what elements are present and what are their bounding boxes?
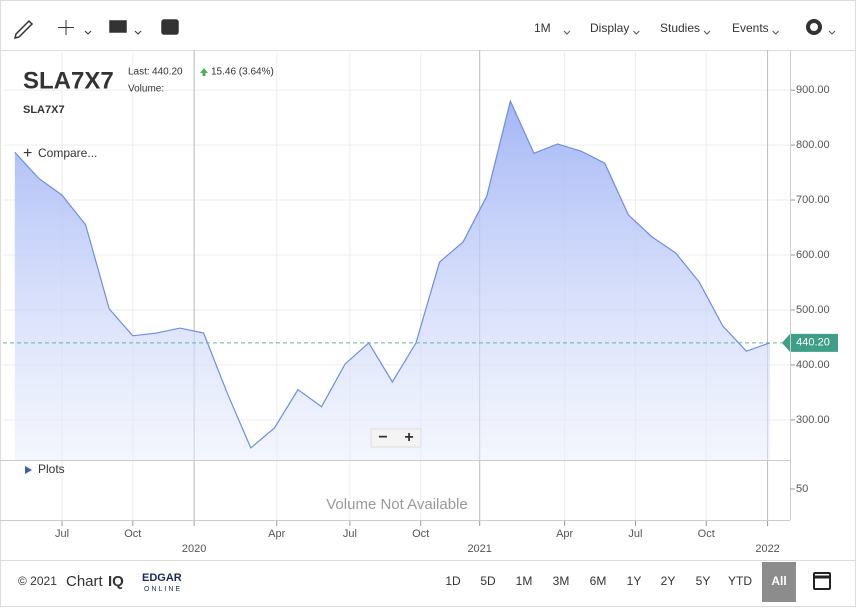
chevrons — [84, 30, 142, 35]
last-label: Last: — [128, 67, 150, 78]
x-tick-label: 2021 — [467, 543, 491, 555]
x-tick-label: Apr — [556, 528, 573, 540]
chevron — [772, 30, 780, 35]
menu[interactable]: Studies — [660, 21, 700, 35]
y-tick-label: 500.00 — [796, 304, 830, 316]
area — [14, 101, 770, 460]
x-tick-label: Jul — [55, 528, 69, 540]
range-button[interactable]: All — [771, 574, 786, 588]
online: ONLINE — [144, 586, 182, 593]
range-button[interactable]: 5Y — [696, 574, 711, 588]
price-line — [14, 99, 771, 449]
subtitle: SLA7X7 — [23, 104, 65, 116]
up-arrow — [200, 68, 208, 76]
plots[interactable]: Plots — [38, 462, 65, 476]
chevron — [828, 30, 836, 35]
settings-icon[interactable] — [806, 19, 823, 35]
chevron — [703, 30, 711, 35]
x-tick-label: Jul — [343, 528, 357, 540]
x-tick-label: Oct — [412, 528, 429, 540]
copyright: © 2021 — [18, 574, 57, 588]
volume-label: Volume: — [128, 84, 164, 95]
brand: Chart — [66, 573, 104, 590]
range-button[interactable]: 3M — [553, 574, 570, 588]
y-tick-label: 700.00 — [796, 194, 830, 206]
brand-iq: IQ — [108, 573, 124, 590]
range-button[interactable]: YTD — [728, 574, 752, 588]
x-tick-label: Apr — [268, 528, 285, 540]
zoom-in[interactable]: + — [404, 429, 413, 446]
toolbar-icons — [13, 19, 823, 40]
last-value: 440.20 — [152, 67, 183, 78]
edgar: EDGAR — [142, 572, 182, 584]
range-button[interactable]: 1D — [445, 574, 461, 588]
price-tag-label: 440.20 — [796, 337, 830, 349]
y-tick-label: 400.00 — [796, 359, 830, 371]
x-tick-label: 2022 — [755, 543, 779, 555]
comments-icon[interactable] — [109, 20, 127, 33]
x-tick-label: 2020 — [182, 543, 206, 555]
range-button[interactable]: 5D — [480, 574, 496, 588]
chevron — [563, 30, 571, 35]
x-tick-label: Oct — [124, 528, 141, 540]
compare[interactable]: Compare... — [38, 146, 97, 160]
menu[interactable]: Display — [590, 21, 629, 35]
zoom-controls: − + — [370, 428, 422, 448]
range-button[interactable]: 2Y — [661, 574, 676, 588]
range-active — [762, 562, 796, 602]
calendar-icon[interactable] — [813, 572, 831, 590]
y-tick-label: 900.00 — [796, 84, 830, 96]
range-button[interactable]: 1M — [516, 574, 533, 588]
period[interactable]: 1M — [534, 21, 551, 35]
compare-plus[interactable]: + — [23, 145, 32, 162]
zoom-out[interactable]: − — [378, 429, 387, 446]
crosshair-icon[interactable] — [58, 20, 74, 35]
x-tick-label: Jul — [628, 528, 642, 540]
chevron — [633, 30, 640, 35]
draw-icon[interactable] — [13, 19, 34, 40]
volume-message: Volume Not Available — [326, 496, 467, 513]
y-tick-label: 300.00 — [796, 414, 830, 426]
price-tag — [782, 333, 838, 352]
symbol: SLA7X7 — [23, 67, 114, 94]
change: 15.46 (3.64%) — [211, 67, 274, 78]
volume-tick-label: 50 — [796, 483, 808, 495]
table-icon[interactable] — [161, 19, 179, 35]
range-button[interactable]: 6M — [590, 574, 607, 588]
menu[interactable]: Events — [732, 21, 769, 35]
plots-toggle[interactable] — [25, 466, 32, 474]
y-tick-label: 800.00 — [796, 139, 830, 151]
x-tick-label: Oct — [698, 528, 715, 540]
range-button[interactable]: 1Y — [627, 574, 642, 588]
zoom-box — [370, 428, 422, 448]
calendar-body[interactable] — [813, 572, 831, 590]
y-tick-label: 600.00 — [796, 249, 830, 261]
